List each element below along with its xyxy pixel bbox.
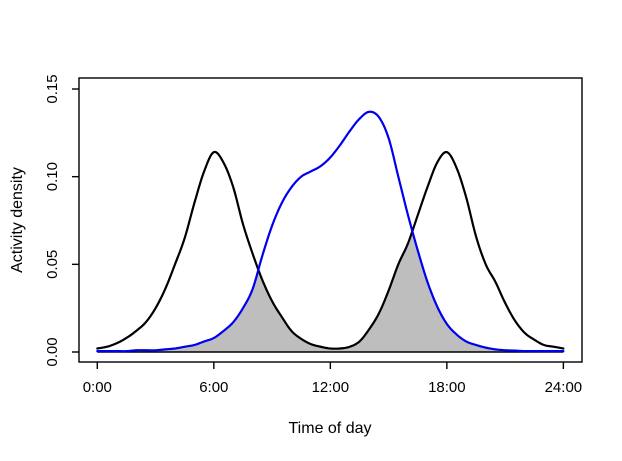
bimodal-activity-density-curve: [96, 150, 565, 350]
unimodal-activity-density-curve: [96, 110, 565, 353]
plot-box: [78, 77, 583, 363]
overlap-region: [97, 233, 564, 352]
x-tick-label: 18:00: [428, 379, 466, 396]
x-tick-label: 6:00: [199, 379, 228, 396]
x-axis-title: Time of day: [289, 420, 372, 437]
y-tick-label: 0.00: [44, 337, 61, 366]
x-tick-label: 0:00: [83, 379, 112, 396]
y-tick-label: 0.10: [44, 162, 61, 191]
x-tick-label: 24:00: [545, 379, 583, 396]
y-tick-label: 0.05: [44, 250, 61, 279]
x-tick-label: 12:00: [312, 379, 350, 396]
y-tick-label: 0.15: [44, 74, 61, 103]
y-axis-title: Activity density: [9, 167, 26, 273]
